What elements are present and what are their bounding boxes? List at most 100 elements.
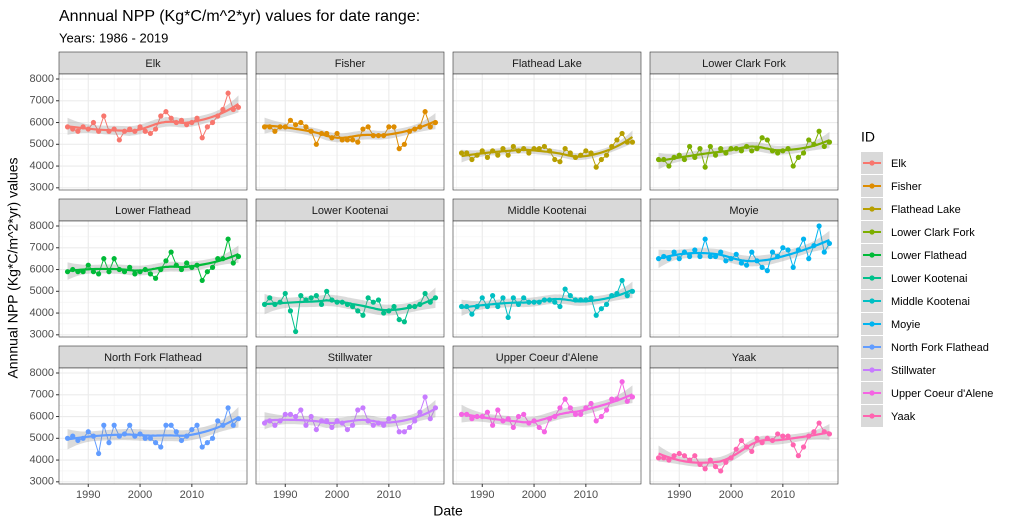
- data-point: [199, 135, 205, 141]
- smooth-line: [461, 393, 633, 424]
- data-point: [427, 416, 433, 422]
- data-point: [541, 297, 548, 303]
- data-point: [293, 328, 299, 335]
- confidence-band: [658, 230, 830, 269]
- legend-label: Flathead Lake: [891, 204, 961, 216]
- data-point: [712, 152, 719, 158]
- data-point: [189, 264, 195, 270]
- y-tick-label: 5000: [30, 432, 54, 444]
- data-point: [510, 143, 516, 150]
- data-point: [163, 422, 169, 428]
- data-point: [588, 400, 594, 407]
- data-point: [303, 297, 309, 303]
- data-point: [168, 115, 174, 121]
- data-point: [235, 104, 242, 110]
- data-point: [780, 148, 786, 154]
- data-point: [609, 293, 615, 299]
- data-point: [90, 119, 97, 126]
- panel: [650, 221, 838, 337]
- data-point: [583, 297, 589, 303]
- data-point: [194, 115, 200, 121]
- panel: [256, 74, 444, 190]
- data-point: [132, 433, 138, 439]
- data-point: [728, 256, 734, 262]
- data-point: [116, 137, 122, 143]
- data-point: [375, 420, 382, 426]
- data-point: [225, 90, 231, 96]
- data-point: [515, 301, 522, 307]
- data-point: [609, 396, 615, 402]
- data-point: [406, 303, 413, 310]
- legend-label: North Fork Flathead: [891, 342, 989, 354]
- data-point: [458, 303, 465, 310]
- data-point: [743, 143, 750, 150]
- data-point: [365, 124, 371, 130]
- data-point: [308, 295, 314, 301]
- data-point: [70, 266, 76, 273]
- data-point: [75, 437, 81, 444]
- panel: [256, 368, 444, 484]
- data-point: [500, 418, 506, 424]
- data-point: [308, 413, 314, 420]
- data-point: [401, 429, 407, 435]
- data-point: [733, 146, 739, 152]
- data-point: [629, 288, 636, 294]
- legend-label: Fisher: [891, 181, 922, 193]
- data-point: [313, 293, 319, 299]
- data-point: [220, 422, 226, 428]
- panel-border: [649, 73, 839, 191]
- data-point: [204, 440, 210, 446]
- confidence-band: [461, 385, 633, 428]
- data-point: [495, 152, 501, 158]
- data-point: [349, 303, 356, 310]
- data-point: [619, 277, 625, 284]
- y-tick-label: 4000: [30, 454, 54, 466]
- panel-border: [58, 220, 248, 338]
- data-point: [127, 422, 133, 428]
- strip-label: Elk: [145, 58, 161, 70]
- data-point: [806, 256, 812, 262]
- data-point: [598, 413, 604, 420]
- data-point: [261, 124, 268, 130]
- data-point: [75, 128, 81, 134]
- data-point: [733, 251, 739, 257]
- data-point: [816, 420, 822, 426]
- data-point: [697, 146, 703, 152]
- legend-label: Upper Coeur d'Alene: [891, 388, 993, 400]
- x-tick-label: 2010: [574, 489, 598, 501]
- data-point: [282, 290, 288, 297]
- legend-key-point: [869, 275, 875, 281]
- series-line: [67, 91, 239, 142]
- data-point: [811, 141, 817, 147]
- data-point: [769, 148, 776, 154]
- data-point: [412, 303, 418, 310]
- data-point: [339, 299, 345, 305]
- data-point: [381, 132, 387, 139]
- data-point: [215, 113, 221, 119]
- y-tick-label: 8000: [30, 73, 54, 85]
- data-point: [598, 306, 604, 312]
- data-point: [142, 128, 148, 134]
- y-tick-label: 6000: [30, 263, 54, 275]
- data-point: [90, 433, 97, 439]
- data-point: [593, 164, 599, 170]
- data-point: [344, 301, 351, 307]
- data-point: [671, 249, 677, 255]
- data-point: [349, 137, 356, 143]
- data-point: [484, 409, 491, 415]
- data-point: [147, 435, 154, 441]
- y-axis-label: Annnual NPP (Kg*C/m^2*yr) values: [5, 157, 21, 378]
- smooth-line: [658, 239, 830, 263]
- data-point: [546, 416, 553, 422]
- data-point: [85, 126, 91, 132]
- data-point: [64, 435, 71, 441]
- data-point: [800, 444, 807, 450]
- series-line: [67, 238, 239, 282]
- data-point: [676, 256, 682, 262]
- data-point: [142, 266, 148, 273]
- data-point: [816, 223, 822, 229]
- data-point: [749, 148, 755, 154]
- data-point: [541, 143, 548, 150]
- data-point: [282, 411, 288, 417]
- data-point: [692, 154, 698, 160]
